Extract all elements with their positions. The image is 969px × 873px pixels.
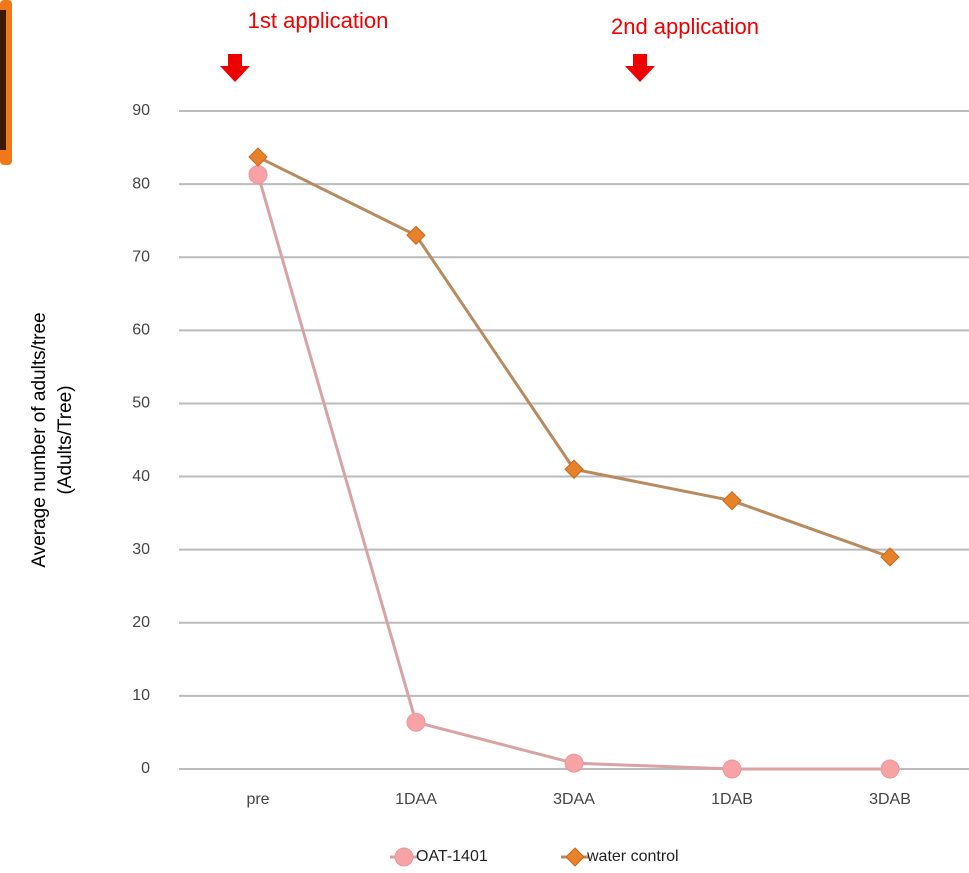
point: [881, 760, 899, 778]
y-tick-label: 20: [132, 614, 150, 631]
arrow: [625, 54, 655, 82]
y-tick-label: 0: [141, 760, 150, 777]
x-tick-label: 1DAB: [711, 791, 753, 808]
point: [723, 760, 741, 778]
y-tick-label: 30: [132, 541, 150, 558]
series-line: [258, 157, 890, 557]
y-tick-label: 70: [132, 248, 150, 265]
legend-label: water control: [586, 848, 679, 865]
y-tick-label: 40: [132, 468, 150, 485]
point: [565, 754, 583, 772]
y-label-line: Average number of adults/tree: [29, 312, 50, 567]
y-label-line: (Adults/Tree): [55, 385, 76, 494]
page: Average number of adults/tree (Adults/Tr…: [0, 0, 969, 868]
point: [407, 713, 425, 731]
point: [249, 166, 267, 184]
y-tick-label: 60: [132, 322, 150, 339]
arrow: [220, 54, 250, 82]
point: [723, 492, 741, 510]
decoration: [0, 10, 6, 150]
y-tick-label: 10: [132, 687, 150, 704]
y-tick-label: 50: [132, 395, 150, 412]
point: [881, 548, 899, 566]
point: [565, 460, 583, 478]
chart: Average number of adults/tree (Adults/Tr…: [0, 0, 969, 868]
y-axis-label: Average number of adults/tree (Adults/Tr…: [29, 312, 76, 567]
y-tick-label: 90: [132, 102, 150, 119]
legend-marker: [395, 848, 413, 866]
x-tick-label: pre: [246, 791, 269, 808]
x-tick-label: 1DAA: [395, 791, 437, 808]
x-tick-label: 3DAB: [869, 791, 911, 808]
annotation: 1st application: [248, 8, 389, 33]
annotation: 2nd application: [611, 14, 759, 39]
legend-label: OAT-1401: [416, 848, 488, 865]
point: [249, 148, 267, 166]
legend-marker: [566, 848, 584, 866]
point: [407, 226, 425, 244]
x-tick-label: 3DAA: [553, 791, 595, 808]
y-tick-label: 80: [132, 175, 150, 192]
